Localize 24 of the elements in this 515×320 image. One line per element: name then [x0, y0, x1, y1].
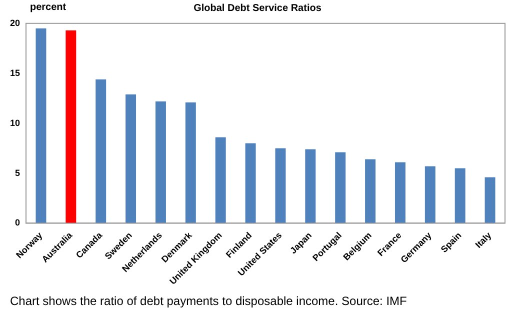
bar [484, 177, 496, 224]
y-tick-label: 20 [10, 18, 20, 28]
bar [275, 148, 286, 224]
y-tick-label: 5 [14, 168, 20, 178]
text: Chart shows the ratio of debt payments to disposable income. Source: IMF [10, 294, 407, 308]
bar [454, 168, 466, 224]
bar [245, 143, 256, 224]
bar [96, 79, 106, 224]
bar [365, 159, 376, 224]
bar [424, 166, 436, 224]
bar [66, 30, 76, 224]
bar [185, 102, 196, 224]
bar [155, 101, 166, 224]
y-tick-label: 0 [14, 218, 20, 228]
bar [36, 28, 46, 224]
bar [335, 152, 346, 224]
bar [215, 137, 226, 224]
y-axis-title: percent [30, 2, 66, 13]
y-tick-label: 15 [10, 68, 20, 78]
y-tick-label: 10 [10, 118, 20, 128]
bar [305, 149, 316, 224]
bar [126, 94, 136, 224]
bar [394, 162, 406, 224]
chart-title: Global Debt Service Ratios [194, 3, 322, 14]
